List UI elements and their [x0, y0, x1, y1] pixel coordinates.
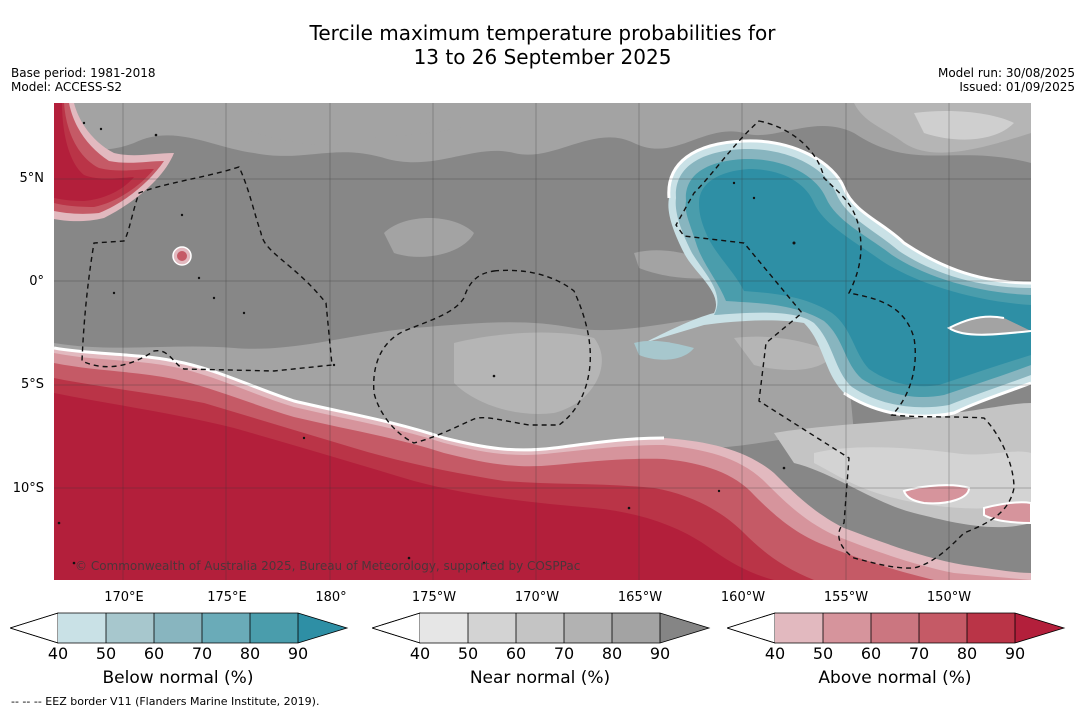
lat-label-10s: 10°S [12, 481, 44, 496]
near-tick-70: 70 [553, 644, 575, 663]
meta-right: Model run: 30/08/2025 Issued: 01/09/2025 [938, 66, 1075, 94]
colorbar-above-normal [727, 612, 1066, 644]
base-period: Base period: 1981-2018 [11, 66, 156, 80]
lon-label-180: 180° [315, 590, 347, 605]
near-tick-90: 90 [649, 644, 671, 663]
above-tick-90: 90 [1004, 644, 1026, 663]
lon-label-170w: 170°W [514, 590, 560, 605]
cbar-near-seg-1 [420, 613, 468, 643]
model-run: Model run: 30/08/2025 [937, 66, 1075, 80]
cbar-above-seg-4 [919, 613, 967, 643]
lon-label-170e: 170°E [104, 590, 144, 605]
cbar-below-seg-5 [250, 613, 298, 643]
above-tick-70: 70 [908, 644, 930, 663]
below-tick-40: 40 [47, 644, 69, 663]
cbar-below-seg-1 [58, 613, 106, 643]
below-tick-70: 70 [191, 644, 213, 663]
near-tick-60: 60 [505, 644, 527, 663]
cbar-above-seg-2 [823, 613, 871, 643]
near-tick-40: 40 [409, 644, 431, 663]
lon-label-160w: 160°W [720, 590, 766, 605]
lat-label-0: 0° [29, 274, 44, 289]
lat-label-5s: 5°S [20, 377, 44, 392]
cbar-below-seg-4 [202, 613, 250, 643]
cbar-above-seg-1 [775, 613, 823, 643]
model-name: Model: ACCESS-S2 [11, 80, 123, 94]
lon-label-150w: 150°W [926, 590, 972, 605]
near-tick-80: 80 [601, 644, 623, 663]
cbar-above-seg-3 [871, 613, 919, 643]
cbar-below-arrow [298, 613, 347, 643]
copyright-notice: © Commonwealth of Australia 2025, Bureau… [75, 559, 581, 573]
above-normal-title: Above normal (%) [818, 668, 972, 688]
cbar-near-seg-3 [516, 613, 564, 643]
above-tick-60: 60 [860, 644, 882, 663]
lat-label-5n: 5°N [19, 171, 45, 186]
colorbar-below-normal [10, 612, 349, 644]
meta-left: Base period: 1981-2018 Model: ACCESS-S2 [11, 66, 156, 94]
above-tick-40: 40 [764, 644, 786, 663]
cbar-near-seg-4 [564, 613, 612, 643]
below-tick-90: 90 [287, 644, 309, 663]
cbar-near-seg-5 [612, 613, 660, 643]
map-title: Tercile maximum temperature probabilitie… [0, 21, 1085, 69]
cbar-below-seg-2 [106, 613, 154, 643]
cbar-above-seg-5 [967, 613, 1015, 643]
near-normal-title: Near normal (%) [469, 668, 611, 688]
lon-label-155w: 155°W [823, 590, 869, 605]
lon-label-175w: 175°W [411, 590, 457, 605]
title-line-1: Tercile maximum temperature probabilitie… [309, 21, 776, 45]
lon-label-165w: 165°W [617, 590, 663, 605]
map-canvas [54, 103, 1031, 580]
above-tick-80: 80 [956, 644, 978, 663]
above-tick-50: 50 [812, 644, 834, 663]
issued-date: Issued: 01/09/2025 [959, 80, 1075, 94]
cbar-above-arrow [1015, 613, 1064, 643]
cbar-near-seg-2 [468, 613, 516, 643]
lon-label-175e: 175°E [207, 590, 247, 605]
eez-footnote: -- -- -- EEZ border V11 (Flanders Marine… [11, 695, 320, 708]
probability-map [54, 103, 1031, 580]
title-line-2: 13 to 26 September 2025 [413, 45, 672, 69]
cbar-below-seg-3 [154, 613, 202, 643]
cbar-near-arrow [660, 613, 709, 643]
below-normal-title: Below normal (%) [102, 668, 254, 688]
below-tick-60: 60 [143, 644, 165, 663]
colorbar-near-normal [372, 612, 711, 644]
near-tick-50: 50 [457, 644, 479, 663]
below-tick-80: 80 [239, 644, 261, 663]
below-tick-50: 50 [95, 644, 117, 663]
